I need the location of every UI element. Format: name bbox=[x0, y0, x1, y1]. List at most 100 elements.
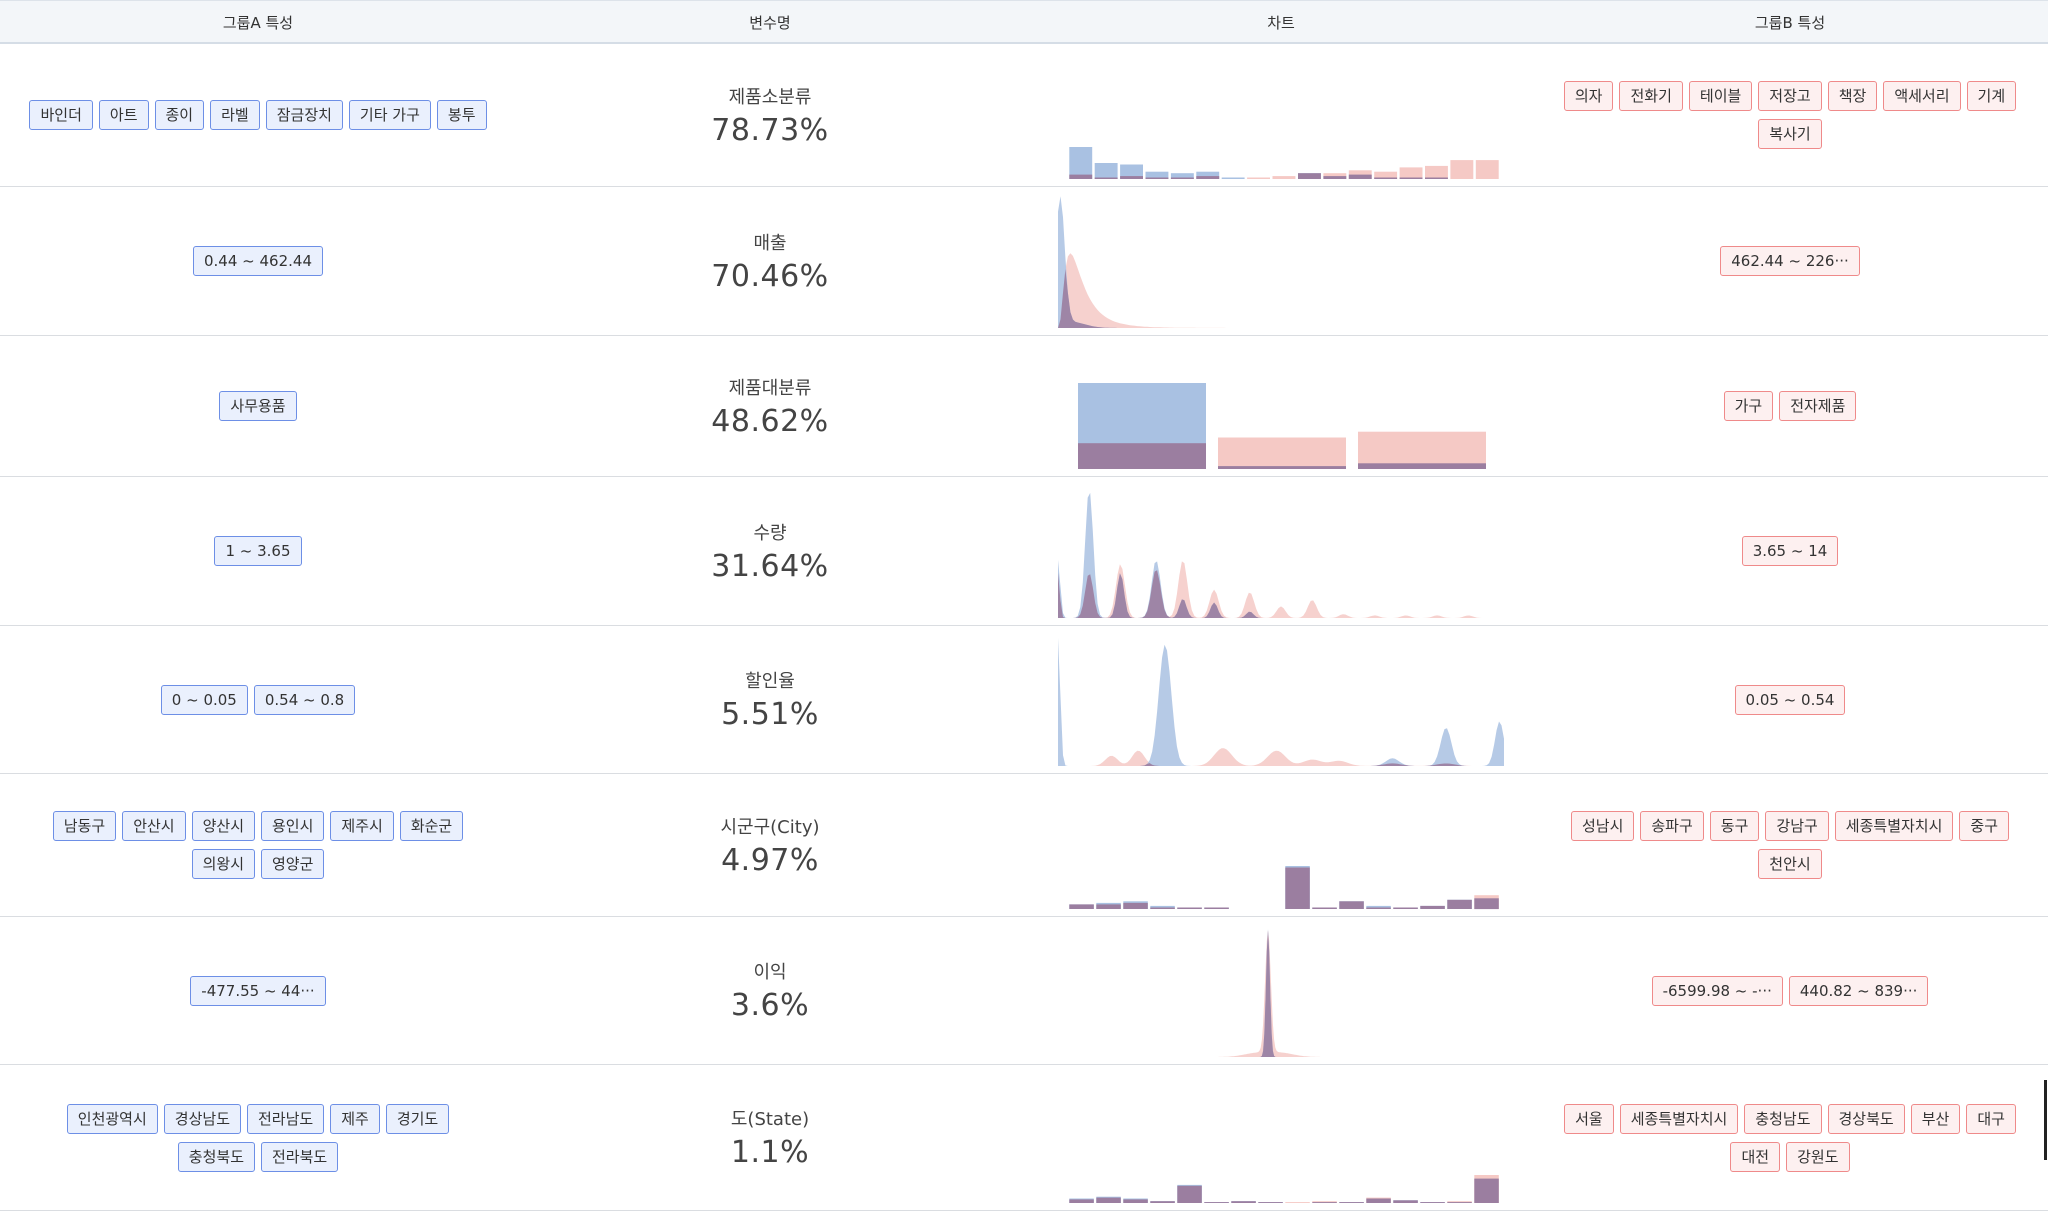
group-b-tag[interactable]: 전자제품 bbox=[1779, 391, 1857, 421]
group-b-tag[interactable]: 경상북도 bbox=[1827, 1103, 1905, 1134]
group-b-tag[interactable]: 성남시 bbox=[1570, 811, 1635, 841]
group-b-tag[interactable]: 강원도 bbox=[1786, 1141, 1850, 1172]
bar-overlap bbox=[1312, 1202, 1337, 1203]
group-a-tag[interactable]: 0.44 ~ 462.44 bbox=[193, 246, 323, 276]
variable-cell: 이익 3.6% bbox=[620, 917, 920, 1064]
group-a-tag[interactable]: 사무용품 bbox=[219, 391, 297, 421]
group-a-tag[interactable]: 경상남도 bbox=[163, 1103, 241, 1134]
group-b-tag[interactable]: 전화기 bbox=[1619, 81, 1683, 111]
group-b-tag[interactable]: 의자 bbox=[1563, 81, 1614, 111]
density-overlap bbox=[1058, 269, 1504, 328]
bar-overlap bbox=[1258, 1202, 1283, 1203]
variable-name: 제품대분류 bbox=[728, 377, 812, 399]
group-a-tag[interactable]: 1 ~ 3.65 bbox=[214, 536, 302, 566]
variable-cell: 매출 70.46% bbox=[620, 187, 920, 335]
table-row: 인천광역시 경상남도 전라남도 제주 경기도 충청북도 전라북도 도(State) 1.1% 서울… bbox=[0, 1065, 2048, 1211]
group-b-tag[interactable]: 대전 bbox=[1730, 1141, 1781, 1172]
bar bbox=[1145, 171, 1169, 179]
group-b-tag[interactable]: 0.05 ~ 0.54 bbox=[1734, 684, 1846, 715]
group-b-tags: 가구 전자제품 bbox=[1723, 391, 1857, 421]
group-b-tag[interactable]: 송파구 bbox=[1640, 811, 1704, 841]
group-a-tag[interactable]: 의왕시 bbox=[191, 849, 255, 879]
bar bbox=[1450, 160, 1474, 179]
bar-overlap bbox=[1447, 899, 1472, 909]
group-b-tag[interactable]: 충청남도 bbox=[1744, 1103, 1822, 1134]
table-header: 그룹A 특성 변수명 차트 그룹B 특성 bbox=[0, 0, 2048, 44]
group-b-tag[interactable]: 저장고 bbox=[1758, 81, 1822, 111]
variable-percentage: 48.62% bbox=[711, 403, 829, 439]
bar-overlap bbox=[1393, 1200, 1418, 1203]
group-a-tag[interactable]: 충청북도 bbox=[177, 1141, 255, 1172]
group-b-tag[interactable]: 서울 bbox=[1564, 1103, 1614, 1134]
bar-overlap bbox=[1177, 1185, 1202, 1203]
group-a-tag[interactable]: 안산시 bbox=[122, 811, 186, 841]
group-b-tag[interactable]: 462.44 ~ 226··· bbox=[1720, 246, 1860, 276]
group-b-tag[interactable]: 액세서리 bbox=[1883, 81, 1961, 111]
distribution-chart bbox=[1069, 1175, 1499, 1203]
bar bbox=[1218, 437, 1346, 469]
group-a-tag[interactable]: 기타 가구 bbox=[348, 100, 431, 130]
group-b-tag[interactable]: -6599.98 ~ -··· bbox=[1651, 975, 1783, 1006]
group-b-tag[interactable]: 440.82 ~ 839··· bbox=[1788, 975, 1929, 1006]
group-b-tag[interactable]: 책장 bbox=[1827, 81, 1878, 111]
group-b-tag[interactable]: 중구 bbox=[1959, 811, 2010, 841]
group-b-tag[interactable]: 부산 bbox=[1910, 1103, 1961, 1134]
group-b-tag[interactable]: 테이블 bbox=[1688, 81, 1753, 111]
variable-percentage: 4.97% bbox=[721, 842, 819, 878]
group-a-tag[interactable]: 0 ~ 0.05 bbox=[160, 684, 248, 715]
group-b-tag[interactable]: 세종특별자치시 bbox=[1834, 811, 1954, 841]
group-a-tag[interactable]: 인천광역시 bbox=[66, 1103, 158, 1134]
density-group-a bbox=[1058, 638, 1504, 766]
group-a-tag[interactable]: 제주 bbox=[330, 1103, 380, 1134]
density-overlap bbox=[1158, 930, 1378, 1057]
bar-overlap bbox=[1474, 898, 1499, 910]
group-b-tag[interactable]: 천안시 bbox=[1758, 849, 1822, 879]
group-a-tag[interactable]: 봉투 bbox=[436, 100, 487, 130]
bar-overlap bbox=[1447, 1202, 1472, 1203]
bar-overlap bbox=[1323, 176, 1347, 179]
group-a-cell: 바인더 아트 종이 라벨 잠금장치 기타 가구 봉투 bbox=[28, 44, 488, 186]
variable-name: 도(State) bbox=[730, 1109, 810, 1130]
group-a-tag[interactable]: 잠금장치 bbox=[265, 100, 343, 130]
group-a-tag[interactable]: -477.55 ~ 44··· bbox=[190, 975, 326, 1006]
group-b-tag[interactable]: 기계 bbox=[1966, 81, 2017, 111]
group-b-tag[interactable]: 가구 bbox=[1723, 391, 1774, 421]
group-b-cell: 3.65 ~ 14 bbox=[1540, 477, 2040, 625]
group-a-tag[interactable]: 전라남도 bbox=[247, 1103, 325, 1134]
group-a-tag[interactable]: 화순군 bbox=[399, 811, 464, 841]
group-b-tag[interactable]: 강남구 bbox=[1765, 811, 1829, 841]
group-a-tag[interactable]: 바인더 bbox=[29, 100, 93, 130]
bar-overlap bbox=[1393, 907, 1418, 909]
bar-overlap bbox=[1425, 177, 1448, 179]
scrollbar-thumb[interactable] bbox=[2044, 1080, 2047, 1160]
chart-cell bbox=[1058, 774, 1504, 916]
group-a-tag[interactable]: 제주시 bbox=[330, 811, 394, 841]
group-a-tag[interactable]: 경기도 bbox=[385, 1103, 450, 1134]
bar-overlap bbox=[1196, 176, 1220, 179]
bar-overlap bbox=[1348, 174, 1372, 179]
group-a-cell: -477.55 ~ 44··· bbox=[28, 917, 488, 1064]
variable-name: 시군구(City) bbox=[720, 816, 820, 838]
group-b-tag[interactable]: 동구 bbox=[1709, 811, 1760, 841]
group-a-tag[interactable]: 종이 bbox=[154, 100, 205, 130]
group-a-tag[interactable]: 전라북도 bbox=[261, 1141, 339, 1172]
group-a-tag[interactable]: 양산시 bbox=[191, 811, 255, 841]
bar-overlap bbox=[1123, 1199, 1148, 1203]
group-a-tag[interactable]: 0.54 ~ 0.8 bbox=[253, 684, 356, 715]
bar-overlap bbox=[1078, 443, 1206, 469]
group-b-tag[interactable]: 대구 bbox=[1966, 1103, 2016, 1134]
group-b-tag[interactable]: 복사기 bbox=[1758, 119, 1822, 149]
group-b-tag[interactable]: 3.65 ~ 14 bbox=[1741, 536, 1839, 566]
group-a-tag[interactable]: 라벨 bbox=[210, 100, 260, 130]
group-a-tag[interactable]: 영양군 bbox=[261, 849, 325, 879]
group-b-tag[interactable]: 세종특별자치시 bbox=[1619, 1103, 1739, 1134]
group-a-tag[interactable]: 남동구 bbox=[52, 811, 117, 841]
group-a-tag[interactable]: 용인시 bbox=[261, 811, 325, 841]
group-a-tag[interactable]: 아트 bbox=[98, 100, 149, 130]
bar-overlap bbox=[1150, 1201, 1175, 1203]
